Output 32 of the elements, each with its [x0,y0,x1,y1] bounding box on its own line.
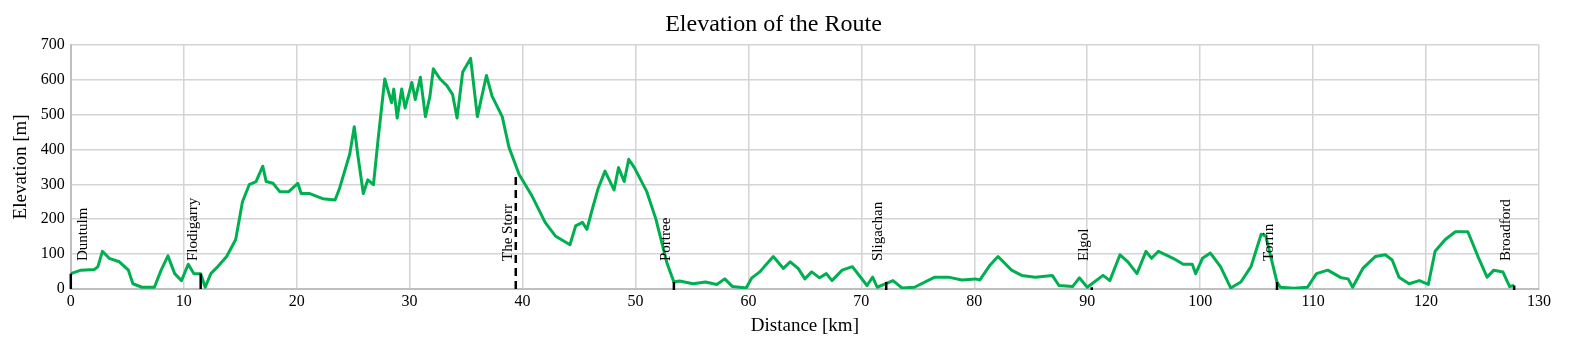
y-tick-label: 400 [40,139,65,157]
x-tick-label: 100 [1188,291,1213,309]
y-tick-label: 300 [40,174,65,192]
x-tick-label: 70 [853,291,870,309]
x-tick-label: 40 [514,291,531,309]
x-tick-label: 20 [288,291,305,309]
x-tick-label: 120 [1414,291,1439,309]
x-tick-label: 110 [1301,291,1325,309]
y-tick-label: 0 [56,279,65,297]
text: The Storr [498,203,515,261]
y-tick-label: 200 [40,209,65,227]
x-tick-label: 60 [740,291,757,309]
chart-title: Elevation of the Route [665,9,882,36]
annotation: Elgol [1074,228,1091,261]
x-tick-label: 10 [175,291,192,309]
x-axis-title: Distance [km] [750,313,859,335]
text: Duntulm [73,207,90,261]
x-tick-label: 50 [627,291,644,309]
x-tick-label: 30 [401,291,418,309]
annotation: Broadford [1497,198,1514,261]
text: Flodigarry [183,197,200,261]
x-tick-label: 130 [1527,291,1551,309]
y-tick-label: 100 [40,244,65,262]
annotation: Torrin [1259,223,1276,261]
annotation: Portree [656,217,673,261]
y-tick-label: 700 [40,35,65,52]
y-tick-label: 500 [40,104,65,122]
x-tick-label: 90 [1079,291,1096,309]
annotation: Sligachan [869,201,886,261]
y-axis-title: Elevation [m] [9,114,31,220]
x-tick-label: 80 [966,291,983,309]
y-tick-label: 600 [40,69,65,87]
